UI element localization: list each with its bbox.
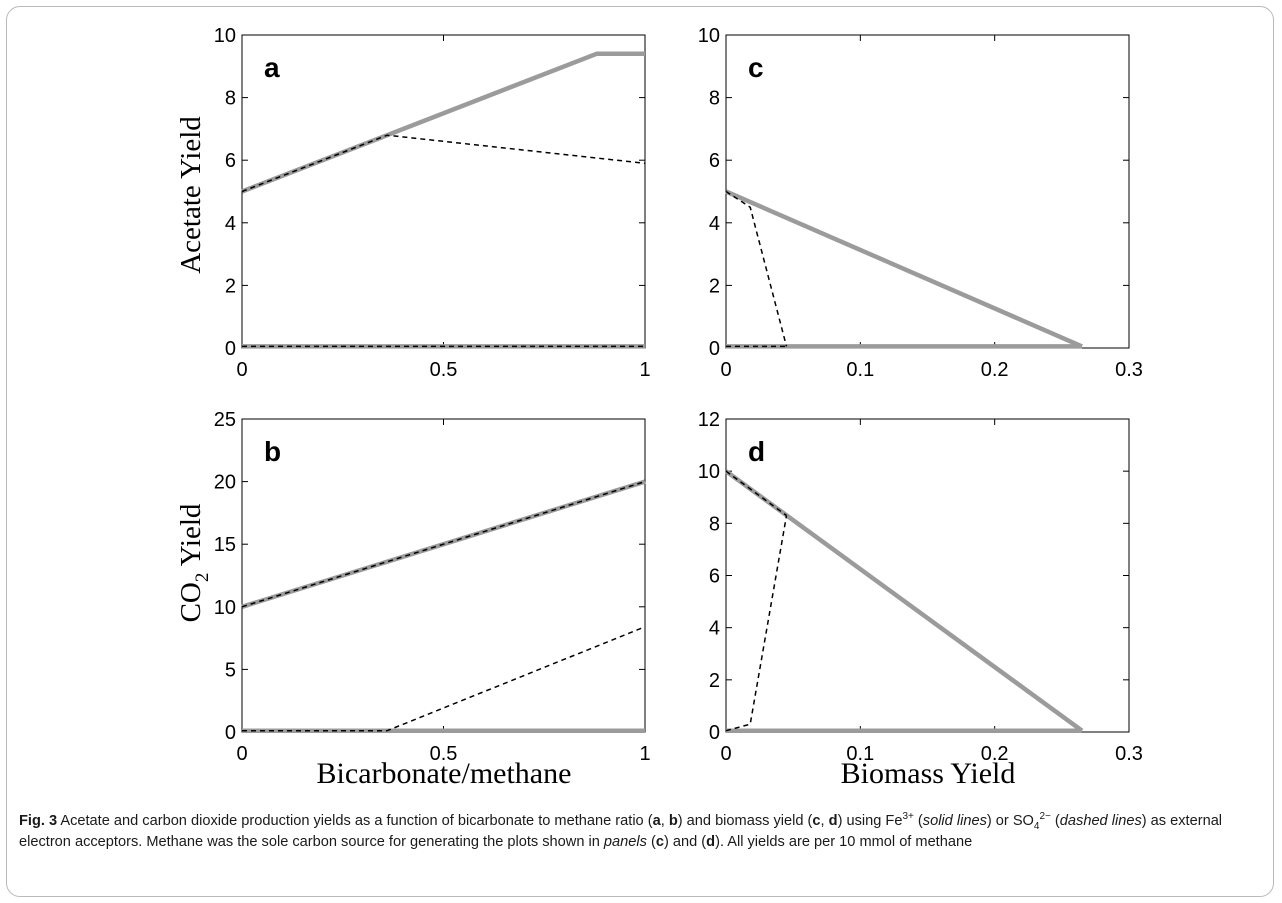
co2-label-rest: Yield xyxy=(175,503,207,573)
caption-sep-1: , xyxy=(660,813,669,829)
axes-box-c xyxy=(725,34,1130,349)
x-axis-label-bicarbonate: Bicarbonate/methane xyxy=(317,757,572,790)
caption-ref-d-2: d xyxy=(706,834,716,850)
caption-text-7: ) as external electron acceptors. Methan… xyxy=(19,813,1223,850)
x-tick-label-b: 0 xyxy=(236,743,247,765)
x-tick-label-d: 0 xyxy=(720,743,731,765)
x-tick-label-a: 0 xyxy=(236,359,247,381)
solid-series-line-a xyxy=(241,51,645,194)
caption-text-8: ( xyxy=(646,834,656,850)
y-tick-label-c: 6 xyxy=(709,150,720,172)
caption-ref-a: a xyxy=(652,813,661,829)
y-tick-label-a: 2 xyxy=(225,275,236,297)
caption-solid-lines: solid lines xyxy=(922,813,987,829)
y-tick-label-d: 0 xyxy=(709,722,720,744)
y-tick-label-a: 8 xyxy=(225,88,236,110)
caption-so-subscript: 4 xyxy=(1033,820,1040,832)
caption-panels: panels xyxy=(603,834,647,850)
dashed-series-line-d xyxy=(725,515,788,732)
caption-ref-c: c xyxy=(812,813,821,829)
caption-text-6: ( xyxy=(1050,813,1060,829)
y-tick-label-b: 0 xyxy=(225,722,236,744)
y-tick-label-d: 8 xyxy=(709,513,720,535)
caption-ref-d: d xyxy=(828,813,838,829)
caption-sep-2: , xyxy=(820,813,829,829)
x-tick-label-c: 0.1 xyxy=(846,359,874,381)
y-tick-label-b: 10 xyxy=(214,597,236,619)
x-tick-label-c: 0 xyxy=(720,359,731,381)
caption-text-1: Acetate and carbon dioxide production yi… xyxy=(57,813,653,829)
panel-d: 0 0.1 0.2 0.3 0 2 4 6 8 10 12 d xyxy=(698,409,1143,765)
x-tick-label-a: 1 xyxy=(639,359,650,381)
caption-text-2: ) and biomass yield ( xyxy=(677,813,813,829)
y-tick-label-c: 10 xyxy=(698,25,720,47)
axes-box-a xyxy=(241,34,646,349)
x-tick-label-d: 0.3 xyxy=(1115,743,1143,765)
x-tick-label-c: 0.3 xyxy=(1115,359,1143,381)
caption-text-10: ). All yields are per 10 mmol of methane xyxy=(715,834,973,850)
caption-dashed-lines: dashed lines xyxy=(1059,813,1142,829)
y-tick-label-a: 6 xyxy=(225,150,236,172)
panel-label-b: b xyxy=(264,436,281,467)
panel-label-c: c xyxy=(748,52,764,83)
panel-c: 0 0.1 0.2 0.3 0 2 4 6 8 10 c xyxy=(698,25,1143,381)
x-tick-label-c: 0.2 xyxy=(981,359,1009,381)
x-tick-label-d: 0.2 xyxy=(981,743,1009,765)
co2-label-subscript: 2 xyxy=(192,573,213,583)
y-tick-label-c: 2 xyxy=(709,275,720,297)
caption-so-charge: 2− xyxy=(1039,811,1051,823)
y-tick-label-b: 15 xyxy=(214,534,236,556)
y-tick-label-d: 6 xyxy=(709,566,720,588)
y-tick-label-a: 10 xyxy=(214,25,236,47)
y-tick-label-c: 8 xyxy=(709,88,720,110)
caption-ref-c-2: c xyxy=(655,834,664,850)
caption-text-3: ) using Fe xyxy=(837,813,903,829)
y-tick-label-a: 0 xyxy=(225,338,236,360)
y-tick-label-d: 4 xyxy=(709,618,720,640)
y-tick-label-d: 12 xyxy=(698,409,720,431)
y-tick-label-a: 4 xyxy=(225,213,236,235)
caption-fig-label: Fig. 3 xyxy=(19,813,58,829)
caption-ref-b: b xyxy=(668,813,678,829)
y-tick-label-b: 25 xyxy=(214,409,236,431)
dashed-series-line-b xyxy=(241,480,646,608)
y-tick-label-c: 4 xyxy=(709,213,720,235)
axes-box-d xyxy=(725,418,1130,733)
co2-label-main: CO xyxy=(175,582,207,622)
y-tick-label-d: 10 xyxy=(698,461,720,483)
x-tick-label-a: 0.5 xyxy=(430,359,458,381)
caption-fe-charge: 3+ xyxy=(902,811,914,823)
y-tick-label-b: 20 xyxy=(214,472,236,494)
y-axis-label-acetate: Acetate Yield xyxy=(175,116,207,274)
x-tick-label-b: 0.5 xyxy=(430,743,458,765)
x-tick-label-d: 0.1 xyxy=(846,743,874,765)
panel-label-a: a xyxy=(264,52,280,83)
x-axis-label-biomass: Biomass Yield xyxy=(841,757,1016,790)
y-axis-label-co2: CO2 Yield xyxy=(175,503,213,622)
x-tick-label-b: 1 xyxy=(639,743,650,765)
panel-label-d: d xyxy=(748,436,765,467)
y-tick-label-b: 5 xyxy=(225,659,236,681)
y-tick-label-d: 2 xyxy=(709,670,720,692)
caption-text-4: ( xyxy=(913,813,923,829)
dashed-series-line-d xyxy=(725,470,787,517)
caption-text-5: ) or SO xyxy=(986,813,1034,829)
axes-box-b xyxy=(241,418,646,733)
dashed-series-line-b xyxy=(242,626,646,732)
figure-frame xyxy=(6,6,1274,897)
figure-caption: Fig. 3 Acetate and carbon dioxide produc… xyxy=(19,811,1264,853)
dashed-series-line-a xyxy=(241,134,646,193)
caption-text-9: ) and ( xyxy=(663,834,707,850)
y-tick-label-c: 0 xyxy=(709,338,720,360)
solid-series-line-c xyxy=(725,189,1083,349)
dashed-series-line-c xyxy=(725,190,788,347)
